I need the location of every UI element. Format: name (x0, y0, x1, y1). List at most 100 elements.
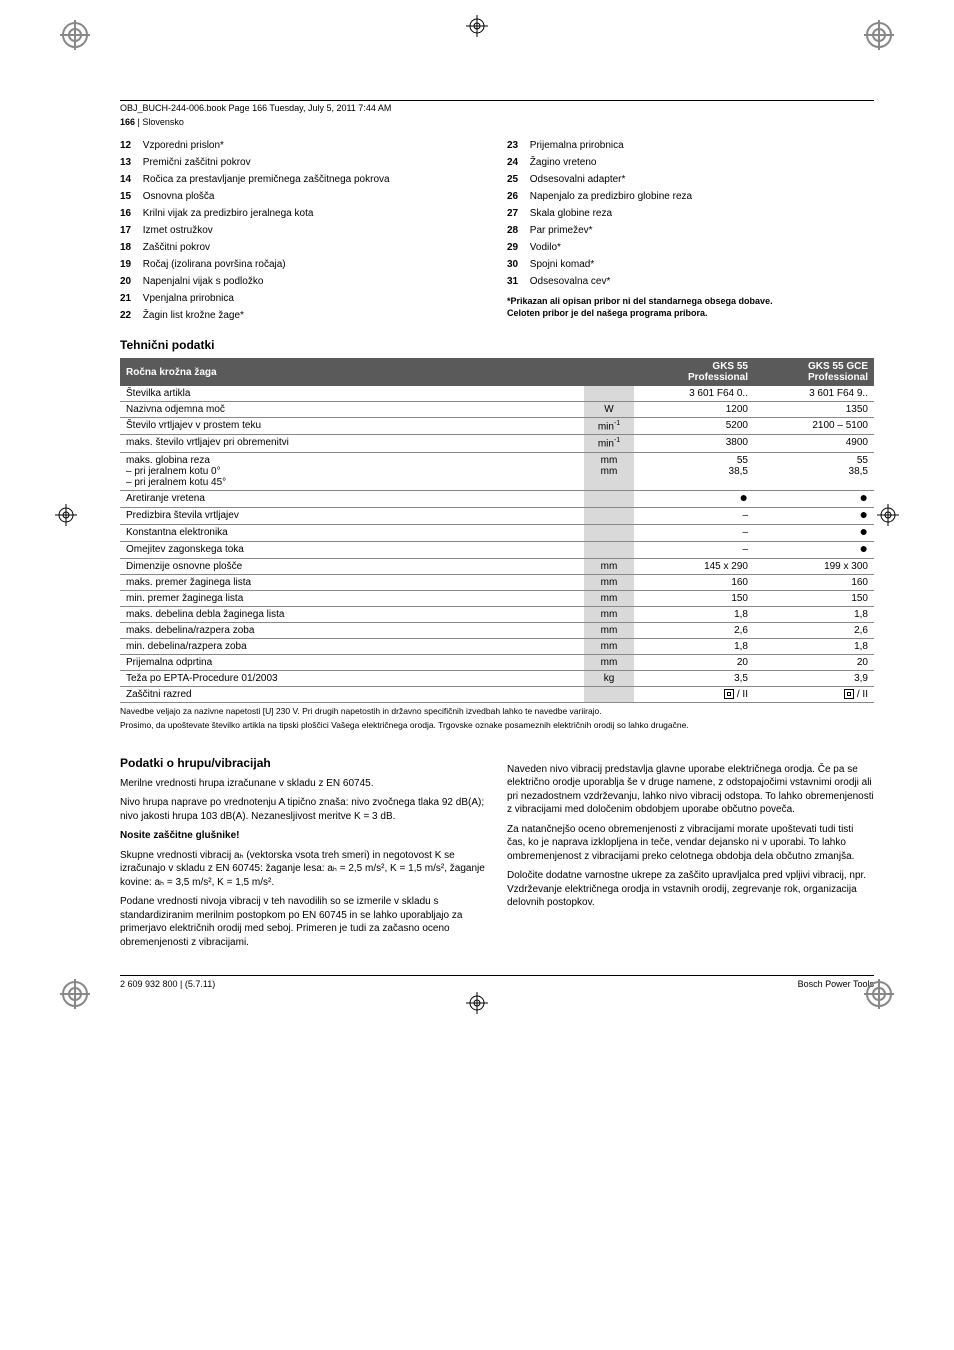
spec-label: maks. debelina/razpera zoba (120, 622, 584, 638)
spec-label: min. debelina/razpera zoba (120, 638, 584, 654)
spec-unit: mmmm (584, 452, 634, 490)
table-row: Številka artikla3 601 F64 0..3 601 F64 9… (120, 386, 874, 402)
spec-label: maks. debelina debla žaginega lista (120, 606, 584, 622)
table-row: Aretiranje vretena●● (120, 490, 874, 507)
body-paragraph: Skupne vrednosti vibracij aₕ (vektorska … (120, 849, 487, 890)
spec-unit: min-1 (584, 435, 634, 452)
class2-icon (844, 689, 854, 699)
table-row: maks. premer žaginega listamm160160 (120, 574, 874, 590)
part-item: 24 Žagino vreteno (507, 154, 874, 171)
spec-label: Prijemalna odprtina (120, 654, 584, 670)
spec-value-1: 3800 (634, 435, 754, 452)
part-item: 14 Ročica za prestavljanje premičnega za… (120, 171, 487, 188)
body-paragraph: Za natančnejšo oceno obremenjenosti z vi… (507, 823, 874, 864)
spec-value-2: 2100 – 5100 (754, 418, 874, 435)
spec-value-1: / II (634, 686, 754, 702)
spec-value-1: ● (634, 490, 754, 507)
spec-unit: mm (584, 558, 634, 574)
part-item: 30 Spojni komad* (507, 256, 874, 273)
spec-label: Aretiranje vretena (120, 490, 584, 507)
table-row: Zaščitni razred / II / II (120, 686, 874, 702)
parts-list-left: 12 Vzporedni prislon*13 Premični zaščitn… (120, 137, 487, 324)
crop-mark-icon (60, 20, 90, 50)
part-item: 28 Par primežev* (507, 222, 874, 239)
spec-value-2: 1,8 (754, 638, 874, 654)
spec-value-1: 2,6 (634, 622, 754, 638)
part-item: 15 Osnovna plošča (120, 188, 487, 205)
spec-unit (584, 386, 634, 402)
part-item: 25 Odsesovalni adapter* (507, 171, 874, 188)
spec-unit: W (584, 402, 634, 418)
part-item: 21 Vpenjalna prirobnica (120, 290, 487, 307)
spec-value-1: 5538,5 (634, 452, 754, 490)
table-row: maks. globina reza– pri jeralnem kotu 0°… (120, 452, 874, 490)
spec-value-1: – (634, 524, 754, 541)
spec-value-1: 3,5 (634, 670, 754, 686)
part-item: 12 Vzporedni prislon* (120, 137, 487, 154)
table-footnote: Navedbe veljajo za nazivne napetosti [U]… (120, 706, 874, 717)
part-item: 26 Napenjalo za predizbiro globine reza (507, 188, 874, 205)
spec-value-2: 5538,5 (754, 452, 874, 490)
table-row: Konstantna elektronika–● (120, 524, 874, 541)
vibration-heading: Podatki o hrupu/vibracijah (120, 755, 487, 771)
table-row: Število vrtljajev v prostem tekumin-1520… (120, 418, 874, 435)
spec-value-2: 150 (754, 590, 874, 606)
spec-unit: min-1 (584, 418, 634, 435)
spec-value-2: ● (754, 524, 874, 541)
spec-label: Zaščitni razred (120, 686, 584, 702)
part-item: 17 Izmet ostružkov (120, 222, 487, 239)
table-row: maks. debelina/razpera zobamm2,62,6 (120, 622, 874, 638)
book-header: OBJ_BUCH-244-006.book Page 166 Tuesday, … (120, 100, 874, 113)
registration-mark-bottom (466, 992, 488, 1014)
registration-mark-right (877, 504, 899, 526)
body-paragraph: Nivo hrupa naprave po vrednotenju A tipi… (120, 796, 487, 823)
body-paragraph: Podane vrednosti nivoja vibracij v teh n… (120, 895, 487, 949)
spec-value-1: 145 x 290 (634, 558, 754, 574)
spec-unit: mm (584, 606, 634, 622)
registration-mark-left (55, 504, 77, 526)
spec-value-2: 20 (754, 654, 874, 670)
part-item: 22 Žagin list krožne žage* (120, 307, 487, 324)
footer-left: 2 609 932 800 | (5.7.11) (120, 979, 215, 989)
spec-value-2: 1350 (754, 402, 874, 418)
part-item: 31 Odsesovalna cev* (507, 273, 874, 290)
spec-label: maks. premer žaginega lista (120, 574, 584, 590)
body-paragraph: Merilne vrednosti hrupa izračunane v skl… (120, 777, 487, 791)
spec-value-2: 1,8 (754, 606, 874, 622)
table-row: maks. število vrtljajev pri obremenitvim… (120, 435, 874, 452)
part-item: 23 Prijemalna prirobnica (507, 137, 874, 154)
spec-value-1: 5200 (634, 418, 754, 435)
spec-value-2: 2,6 (754, 622, 874, 638)
spec-unit: mm (584, 590, 634, 606)
spec-value-1: 1,8 (634, 606, 754, 622)
table-footnote: Prosimo, da upoštevate številko artikla … (120, 720, 874, 731)
part-item: 16 Krilni vijak za predizbiro jeralnega … (120, 205, 487, 222)
spec-value-2: 3 601 F64 9.. (754, 386, 874, 402)
spec-value-1: 3 601 F64 0.. (634, 386, 754, 402)
table-row: Prijemalna odprtinamm2020 (120, 654, 874, 670)
part-item: 27 Skala globine reza (507, 205, 874, 222)
table-head-label: Ročna krožna žaga (120, 358, 634, 386)
footer-right: Bosch Power Tools (798, 979, 874, 989)
body-paragraph: Naveden nivo vibracij predstavlja glavne… (507, 763, 874, 817)
parts-footnote: *Prikazan ali opisan pribor ni del stand… (507, 296, 874, 319)
technical-data-table: Ročna krožna žaga GKS 55Professional GKS… (120, 358, 874, 703)
spec-label: maks. globina reza– pri jeralnem kotu 0°… (120, 452, 584, 490)
spec-label: Število vrtljajev v prostem teku (120, 418, 584, 435)
spec-value-1: 160 (634, 574, 754, 590)
spec-value-2: 3,9 (754, 670, 874, 686)
spec-label: Nazivna odjemna moč (120, 402, 584, 418)
part-item: 29 Vodilo* (507, 239, 874, 256)
spec-unit (584, 686, 634, 702)
spec-label: Omejitev zagonskega toka (120, 541, 584, 558)
spec-unit: mm (584, 574, 634, 590)
spec-unit (584, 541, 634, 558)
spec-value-1: 1200 (634, 402, 754, 418)
spec-unit: mm (584, 654, 634, 670)
page-label: 166 | Slovensko (120, 117, 874, 127)
table-row: min. debelina/razpera zobamm1,81,8 (120, 638, 874, 654)
spec-value-2: / II (754, 686, 874, 702)
crop-mark-icon (60, 979, 90, 1009)
class2-icon (724, 689, 734, 699)
crop-mark-icon (864, 20, 894, 50)
